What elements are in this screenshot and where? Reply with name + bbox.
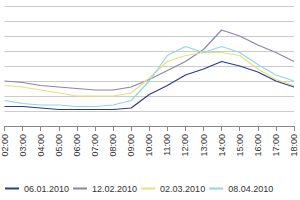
svg-text:06.01.2010: 06.01.2010	[24, 184, 69, 194]
svg-text:03:00: 03:00	[18, 134, 28, 157]
svg-text:08:00: 08:00	[108, 134, 118, 157]
svg-text:08.04.2010: 08.04.2010	[228, 184, 273, 194]
svg-text:13:00: 13:00	[199, 134, 209, 157]
svg-text:14:00: 14:00	[217, 134, 227, 157]
svg-text:02:00: 02:00	[0, 134, 10, 157]
svg-text:07:00: 07:00	[90, 134, 100, 157]
svg-text:12.02.2010: 12.02.2010	[92, 184, 137, 194]
svg-text:05:00: 05:00	[54, 134, 64, 157]
svg-text:06:00: 06:00	[72, 134, 82, 157]
svg-text:12:00: 12:00	[180, 134, 190, 157]
svg-text:10:00: 10:00	[144, 134, 154, 157]
svg-text:11:00: 11:00	[162, 134, 172, 156]
svg-text:02.03.2010: 02.03.2010	[160, 184, 205, 194]
svg-text:17:00: 17:00	[271, 134, 281, 157]
svg-text:04:00: 04:00	[36, 134, 46, 157]
svg-text:16:00: 16:00	[253, 134, 263, 157]
svg-text:15:00: 15:00	[235, 134, 245, 157]
svg-text:09:00: 09:00	[126, 134, 136, 157]
svg-text:18:00: 18:00	[289, 134, 299, 157]
